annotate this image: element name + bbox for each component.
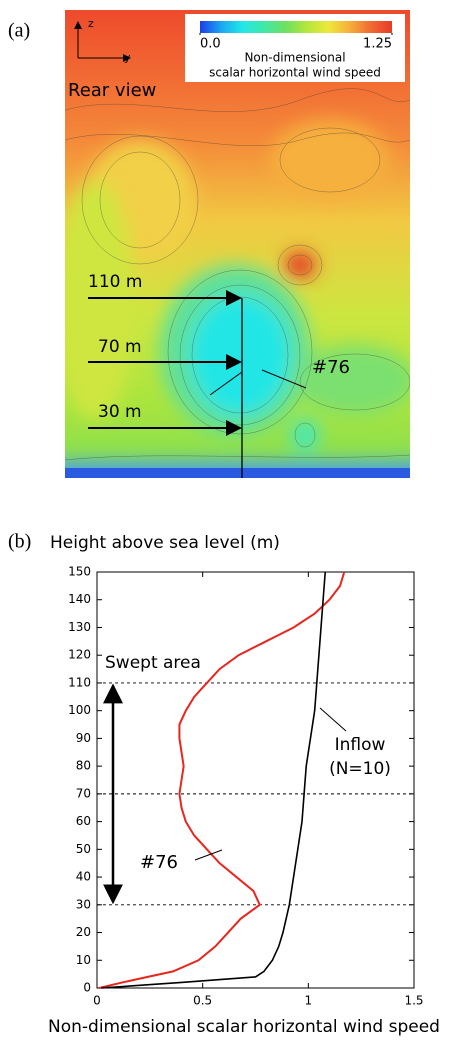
y-tick-label: 110 [68,675,91,689]
y-tick-label: 90 [76,731,91,745]
x-tick-label: 0 [93,994,101,1008]
series-line [98,571,346,989]
y-tick-label: 130 [68,620,91,634]
callout [194,849,223,861]
y-tick-label: 70 [76,786,91,800]
y-tick-label: 40 [76,870,91,884]
x-tick-label: 1.5 [404,994,423,1008]
plot-area [96,571,415,989]
turbine-label: #76 [312,357,350,378]
x-axis-title: Non-dimensional scalar horizontal wind s… [48,1017,440,1037]
colorbar-tick-label: 1.25 [363,37,392,52]
contour-field [65,10,410,478]
y-tick-label: 80 [76,759,91,773]
series-label: #76 [140,852,178,873]
x-tick-label: 1 [305,994,313,1008]
colorbar-label: Non-dimensional [244,51,345,65]
view-label: Rear view [68,80,156,101]
y-tick-label: 60 [76,814,91,828]
annotations-a [74,21,307,478]
y-axis-title: Height above sea level (m) [50,533,280,553]
y-tick-label: 50 [76,842,91,856]
y-tick-label: 30 [76,897,91,911]
span-label: Swept area [105,653,201,673]
callout [319,707,347,732]
axis-label-y: y [124,51,131,64]
y-tick-label: 140 [68,592,91,606]
colorbar-tick-label: 0.0 [200,37,221,52]
y-tick-label: 20 [76,925,91,939]
series-line [101,571,327,989]
y-tick-label: 10 [76,953,91,967]
colorbar-label: scalar horizontal wind speed [209,66,381,80]
panel-label: (a) [8,20,30,42]
series-label: Inflow (N=10) [329,735,391,779]
axis-label-z: z [88,17,94,30]
panel-label: (b) [8,531,31,553]
height-label: 70 m [98,337,142,357]
y-tick-label: 100 [68,703,91,717]
y-tick-label: 150 [68,565,91,579]
height-label: 30 m [98,402,142,422]
height-label: 110 m [88,272,142,292]
x-tick-label: 0.5 [193,994,212,1008]
colorbar [200,21,392,33]
y-tick-label: 120 [68,648,91,662]
y-tick-label: 0 [83,981,91,995]
